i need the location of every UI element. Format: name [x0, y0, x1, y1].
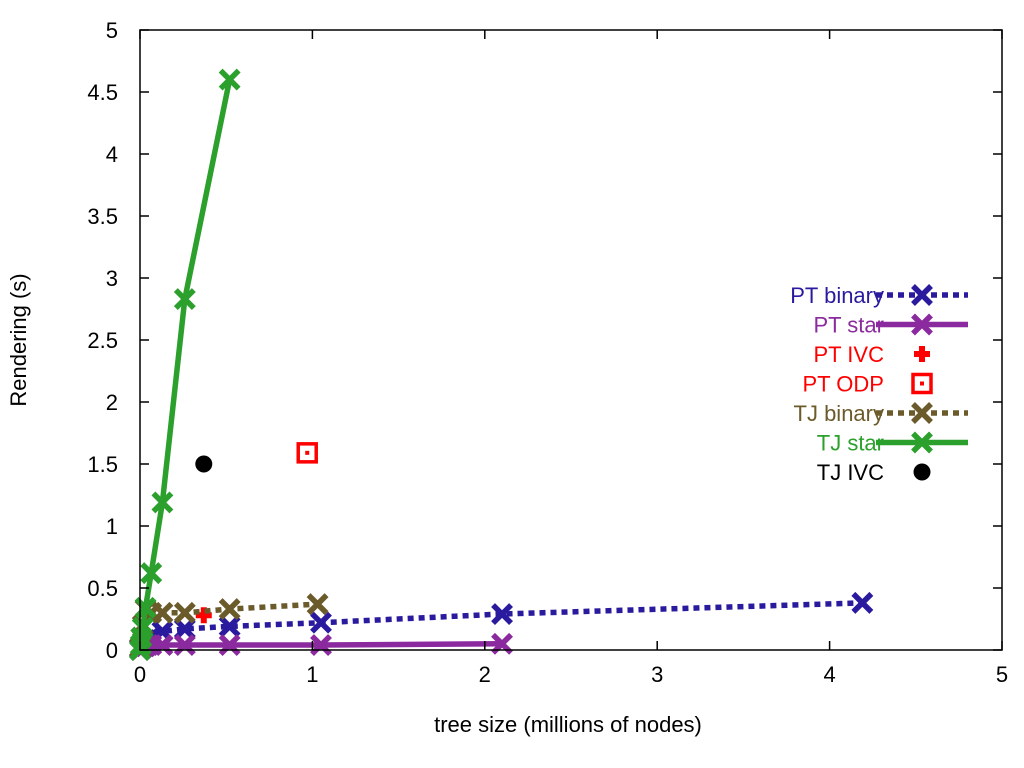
point-pt-star-7 [218, 634, 241, 656]
legend-label-pt-binary: PT binary [790, 283, 884, 308]
legend-marker-tj-binary [911, 402, 933, 424]
point-tj-binary-6 [173, 601, 196, 624]
x-tick-label: 4 [823, 662, 835, 687]
legend-item-pt-ivc: PT IVC [813, 342, 930, 367]
y-tick-label: 5 [106, 18, 118, 43]
point-pt-ivc-0 [195, 607, 212, 624]
series-pt-odp [296, 442, 318, 464]
y-tick-label: 1.5 [87, 452, 118, 477]
legend-item-pt-odp: PT ODP [802, 372, 933, 397]
legend-item-tj-star: TJ star [817, 431, 968, 456]
x-tick-label: 0 [134, 662, 146, 687]
point-pt-star-8 [310, 634, 332, 656]
series-pt-ivc [195, 607, 212, 624]
y-axis-title: Rendering (s) [6, 273, 31, 406]
y-tick-label: 0 [106, 638, 118, 663]
point-tj-binary-7 [218, 598, 241, 621]
point-tj-binary-5 [151, 601, 174, 624]
y-tick-label: 3 [106, 266, 118, 291]
point-tj-star-7 [173, 288, 196, 311]
tick-layer: 0 1 2 3 4 5 0 0.5 1 1.5 2 2.5 3 3.5 4 4.5 5 [87, 18, 1008, 687]
y-tick-label: 4 [106, 142, 118, 167]
point-pt-binary-8 [218, 615, 241, 638]
legend-item-pt-star: PT star [813, 313, 968, 338]
point-pt-binary-10 [491, 603, 513, 625]
legend: PT binary PT star PT IVC PT ODP TJ binary TJ … [790, 283, 968, 485]
x-tick-label: 5 [996, 662, 1008, 687]
point-pt-star-6 [173, 634, 196, 656]
legend-marker-pt-odp [911, 372, 933, 395]
legend-item-tj-binary: TJ binary [794, 401, 968, 426]
legend-label-tj-star: TJ star [817, 431, 884, 456]
y-tick-label: 2 [106, 390, 118, 415]
point-tj-star-5 [140, 562, 163, 585]
y-tick-label: 0.5 [87, 576, 118, 601]
point-tj-star-6 [151, 491, 174, 514]
series-tj-ivc [195, 455, 213, 473]
legend-label-tj-ivc: TJ IVC [817, 460, 884, 485]
point-pt-binary-11 [851, 591, 874, 614]
legend-marker-tj-ivc [913, 463, 931, 481]
legend-item-tj-ivc: TJ IVC [817, 460, 931, 485]
legend-marker-tj-star [911, 431, 933, 454]
x-tick-label: 3 [651, 662, 663, 687]
point-tj-binary-8 [306, 593, 329, 616]
point-pt-binary-9 [310, 611, 332, 634]
legend-label-tj-binary: TJ binary [794, 401, 884, 426]
x-tick-label: 1 [306, 662, 318, 687]
y-tick-label: 3.5 [87, 204, 118, 229]
point-tj-star-3 [131, 616, 154, 639]
y-tick-label: 4.5 [87, 80, 118, 105]
x-tick-label: 2 [479, 662, 491, 687]
legend-marker-pt-binary [911, 284, 933, 306]
legend-label-pt-odp: PT ODP [802, 372, 884, 397]
legend-item-pt-binary: PT binary [790, 283, 968, 308]
point-pt-star-5 [151, 634, 174, 656]
y-tick-label: 2.5 [87, 328, 118, 353]
point-tj-ivc-0 [195, 455, 213, 473]
point-pt-odp-0 [296, 442, 318, 464]
x-axis-title: tree size (millions of nodes) [434, 712, 702, 737]
point-pt-binary-7 [173, 617, 196, 640]
legend-marker-pt-star [911, 313, 933, 336]
point-tj-star-8 [218, 68, 241, 91]
y-tick-label: 1 [106, 514, 118, 539]
legend-label-pt-star: PT star [813, 313, 884, 338]
legend-marker-pt-ivc [914, 346, 930, 362]
legend-label-pt-ivc: PT IVC [813, 342, 884, 367]
